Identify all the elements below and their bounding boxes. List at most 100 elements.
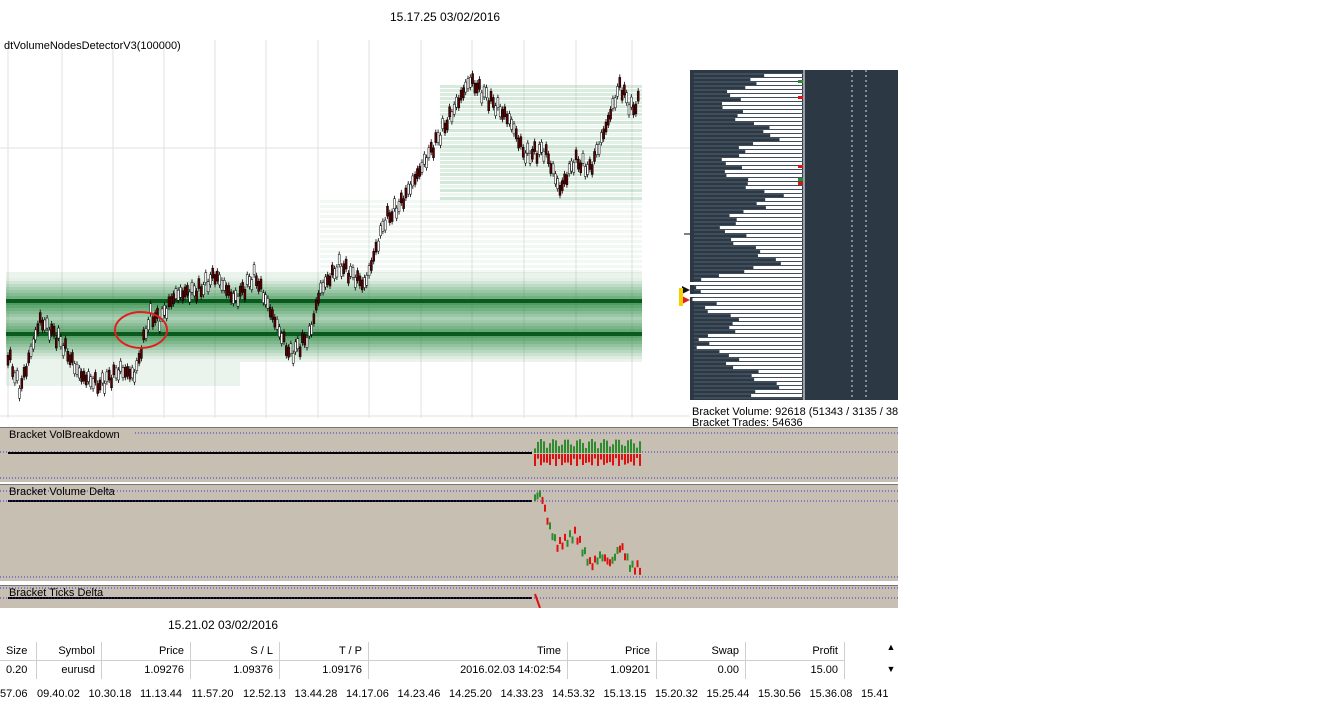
delta-bar	[534, 494, 536, 502]
candle-body	[572, 162, 576, 173]
profile-bar	[755, 390, 802, 393]
candle-body	[409, 183, 412, 195]
column-header-symbol[interactable]: Symbol	[36, 642, 102, 661]
breakdown-bar-down	[573, 454, 575, 459]
delta-bar	[564, 533, 566, 541]
breakdown-bar-down	[618, 454, 620, 466]
profile-bar	[779, 386, 802, 389]
breakdown-bar-up	[567, 439, 569, 453]
candle-body	[73, 363, 76, 374]
breakdown-bar-up	[540, 439, 542, 453]
breakdown-bar-up	[618, 439, 620, 453]
candle-body	[213, 274, 217, 285]
candle-body	[324, 276, 327, 288]
breakdown-bar-down	[621, 454, 623, 460]
candle-body	[584, 166, 587, 177]
volume-node-band	[320, 240, 642, 243]
volume-profile-panel[interactable]	[690, 70, 898, 400]
candle-body	[494, 105, 497, 117]
candle-body	[319, 282, 323, 294]
candle-body	[379, 225, 382, 236]
candle-body	[595, 144, 599, 155]
ticks-delta-panel[interactable]: Bracket Ticks Delta	[0, 585, 898, 608]
candle-body	[222, 280, 226, 291]
volume-node-band	[6, 317, 642, 320]
time-axis: 57.06 09.40.02 10.30.18 11.13.44 11.57.20 12.…	[0, 682, 898, 704]
volume-node-band	[6, 341, 642, 344]
candle-body	[9, 349, 12, 361]
column-header-time[interactable]: Time	[368, 642, 568, 661]
breakdown-bar-up	[627, 440, 629, 453]
candle-body	[480, 92, 484, 104]
candle-body	[156, 308, 159, 319]
profile-bar	[779, 138, 802, 141]
candle-body	[533, 141, 536, 152]
volume-node-band	[440, 93, 642, 96]
volume-node-band	[440, 137, 642, 140]
column-header-close-price[interactable]: Price	[567, 642, 657, 661]
breakdown-bar-up	[630, 439, 632, 453]
volume-node-band	[6, 356, 642, 359]
candle-body	[193, 285, 196, 297]
column-header-swap[interactable]: Swap	[656, 642, 746, 661]
cell-profit: 15.00	[745, 660, 845, 679]
candle-body	[179, 287, 182, 298]
column-header-price[interactable]: Price	[101, 642, 191, 661]
profile-bar	[733, 366, 802, 369]
breakdown-bar-down	[576, 454, 578, 466]
delta-bar	[546, 517, 549, 525]
volume-node-band	[6, 383, 240, 386]
delta-bar	[614, 553, 616, 561]
trades-table[interactable]: Size Symbol Price S / L T / P Time Price…	[0, 642, 845, 679]
vol-breakdown-panel[interactable]: Bracket VolBreakdown	[0, 427, 898, 482]
breakdown-bar-down	[537, 454, 539, 459]
candle-body	[475, 82, 479, 94]
volume-node-major	[6, 299, 642, 303]
breakdown-bar-down	[552, 454, 554, 460]
column-header-size[interactable]: Size	[0, 642, 37, 661]
profile-bar	[718, 274, 802, 277]
candle-body	[503, 106, 507, 118]
delta-bar	[631, 560, 634, 568]
column-header-tp[interactable]: T / P	[279, 642, 369, 661]
candle-body	[627, 104, 631, 116]
candle-body	[337, 254, 341, 265]
candle-body	[540, 142, 543, 153]
scroll-down-arrow-icon[interactable]: ▼	[886, 664, 896, 674]
price-chart[interactable]	[0, 40, 690, 418]
candle-body	[354, 277, 357, 288]
column-header-sl[interactable]: S / L	[190, 642, 280, 661]
candle-body	[623, 84, 626, 96]
volume-node-band	[6, 350, 642, 353]
candle-body	[466, 78, 470, 90]
candle-body	[393, 198, 396, 209]
candle-body	[248, 276, 251, 287]
table-row[interactable]: 0.20 eurusd 1.09276 1.09376 1.09176 2016…	[0, 660, 845, 679]
breakdown-bar-up	[573, 446, 575, 453]
candle-body	[15, 370, 19, 381]
candle-body	[432, 147, 435, 158]
volume-delta-panel[interactable]: Bracket Volume Delta	[0, 484, 898, 581]
candle-body	[544, 144, 548, 155]
candle-body	[232, 293, 235, 304]
profile-bar	[758, 370, 802, 373]
candle-body	[487, 100, 490, 111]
delta-bar	[619, 545, 621, 553]
scroll-up-arrow-icon[interactable]: ▲	[886, 642, 896, 652]
profile-bar	[719, 226, 802, 229]
volume-delta-bars	[534, 490, 641, 575]
volume-node-band	[6, 311, 642, 314]
candle-body	[195, 290, 198, 302]
delta-bar	[579, 535, 581, 543]
volume-node-band	[320, 245, 642, 248]
candle-body	[386, 205, 389, 217]
candle-body	[395, 207, 398, 219]
candle-body	[89, 376, 93, 388]
column-header-profit[interactable]: Profit	[745, 642, 845, 661]
breakdown-bar-down	[540, 454, 542, 466]
candle-body	[586, 164, 589, 175]
candle-body	[163, 305, 166, 316]
bracket-trades-readout: Bracket Trades: 54636	[692, 418, 803, 427]
breakdown-bar-up	[555, 440, 557, 453]
candle-body	[202, 284, 205, 295]
